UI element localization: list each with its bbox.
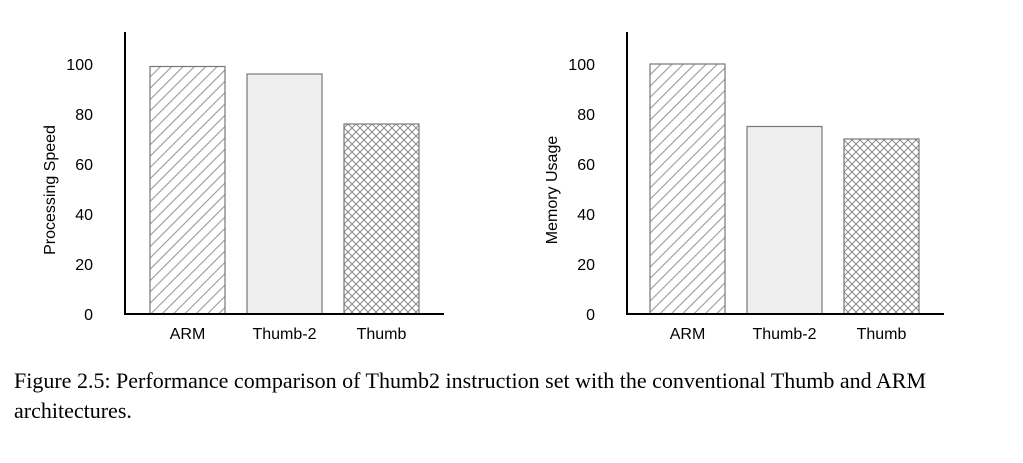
- y-axis-label: Processing Speed: [42, 125, 59, 255]
- y-tick-label: 0: [84, 307, 93, 324]
- y-tick-label: 100: [66, 57, 93, 74]
- chart-memory-usage: Memory Usage 0 20 40 60 80 100 ARM Thumb-2 Thum…: [544, 32, 944, 343]
- chart-processing-speed: Processing Speed 0 20 40 60 80 100 ARM Thumb-2…: [42, 32, 444, 343]
- x-category-label: Thumb: [857, 326, 907, 343]
- figure-caption: Figure 2.5: Performance comparison of Th…: [14, 368, 927, 423]
- x-category-label: Thumb-2: [252, 326, 316, 343]
- y-tick-label: 100: [568, 57, 595, 74]
- y-tick-label: 60: [577, 157, 595, 174]
- bar-arm: [149, 65, 226, 315]
- y-tick-label: 0: [586, 307, 595, 324]
- y-tick-label: 60: [75, 157, 93, 174]
- y-tick-label: 80: [577, 107, 595, 124]
- x-category-label: Thumb-2: [752, 326, 816, 343]
- y-tick-label: 40: [577, 207, 595, 224]
- x-category-label: Thumb: [357, 326, 407, 343]
- bar-thumb: [343, 123, 420, 315]
- figure: Processing Speed 0 20 40 60 80 100 ARM Thumb-2…: [42, 32, 944, 343]
- y-tick-label: 20: [75, 257, 93, 274]
- bar-thumb-2: [746, 125, 823, 315]
- y-axis-label: Memory Usage: [544, 136, 561, 245]
- x-category-label: ARM: [670, 326, 706, 343]
- bar-arm: [649, 63, 726, 315]
- bar-thumb: [843, 138, 920, 315]
- y-tick-label: 80: [75, 107, 93, 124]
- y-tick-label: 20: [577, 257, 595, 274]
- y-tick-label: 40: [75, 207, 93, 224]
- bar-thumb-2: [246, 73, 323, 315]
- x-category-label: ARM: [170, 326, 206, 343]
